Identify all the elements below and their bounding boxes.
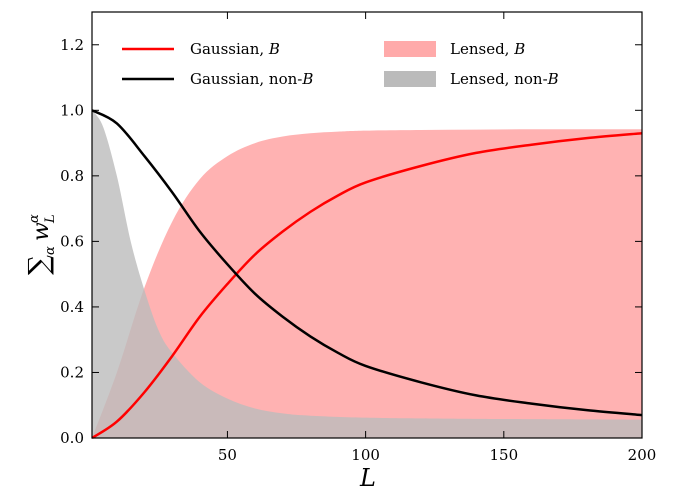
y-axis-label-w: w	[29, 222, 54, 241]
line-gaussian-non-b	[91, 109, 643, 417]
legend-swatch-lensed-b	[384, 41, 436, 57]
legend-label-gaussian-nonb-symbol: B	[301, 70, 313, 88]
x-tick-label: 50	[218, 446, 237, 464]
plot-area	[91, 11, 643, 440]
legend-label-gaussian-b: Gaussian, B	[190, 40, 280, 58]
y-tick-label: 0.6	[60, 232, 84, 250]
legend-label-lensed-b: Lensed, B	[450, 40, 525, 58]
line-gaussian-b	[91, 132, 643, 440]
x-tick-label: 150	[489, 446, 518, 464]
plot-frame	[91, 11, 643, 439]
y-axis-label-sum: ∑	[22, 255, 55, 275]
x-tick-labels: 50 100 150 200	[218, 446, 656, 464]
y-tick-label: 1.0	[60, 101, 84, 119]
y-tick-label: 0.2	[60, 363, 84, 381]
legend-label-gaussian-nonb: Gaussian, non-B	[190, 70, 313, 88]
y-tick-label: 1.2	[60, 36, 84, 54]
x-tick-label: 100	[351, 446, 380, 464]
axis-ticks	[92, 12, 643, 439]
legend-label-gaussian-nonb-prefix: Gaussian, non-	[190, 70, 302, 88]
x-tick-label: 200	[628, 446, 657, 464]
legend: Gaussian, B Gaussian, non-B Lensed, B Le…	[122, 40, 559, 88]
legend-label-lensed-b-symbol: B	[513, 40, 525, 58]
y-axis-label-L-sub: L	[43, 214, 58, 224]
area-lensed-b	[92, 129, 642, 438]
y-tick-labels: 0.0 0.2 0.4 0.6 0.8 1.0 1.2	[60, 36, 84, 447]
legend-label-lensed-b-prefix: Lensed,	[450, 40, 514, 58]
y-tick-label: 0.8	[60, 167, 84, 185]
legend-label-lensed-nonb: Lensed, non-B	[450, 70, 559, 88]
legend-label-lensed-nonb-symbol: B	[547, 70, 559, 88]
legend-swatch-lensed-nonb	[384, 71, 436, 87]
y-tick-label: 0.4	[60, 298, 84, 316]
legend-label-lensed-nonb-prefix: Lensed, non-	[450, 70, 548, 88]
y-tick-label: 0.0	[60, 429, 84, 447]
area-fills	[92, 110, 642, 438]
y-axis-label-alpha-sup: α	[27, 214, 42, 223]
area-lensed-non-b	[92, 110, 642, 438]
y-axis-label: ∑ α w α L	[22, 214, 58, 275]
legend-label-gaussian-b-symbol: B	[268, 40, 280, 58]
legend-label-gaussian-b-prefix: Gaussian,	[190, 40, 269, 58]
series-lines	[91, 109, 643, 440]
y-axis-label-alpha-sub: α	[43, 246, 58, 255]
x-axis-label: L	[359, 464, 376, 492]
